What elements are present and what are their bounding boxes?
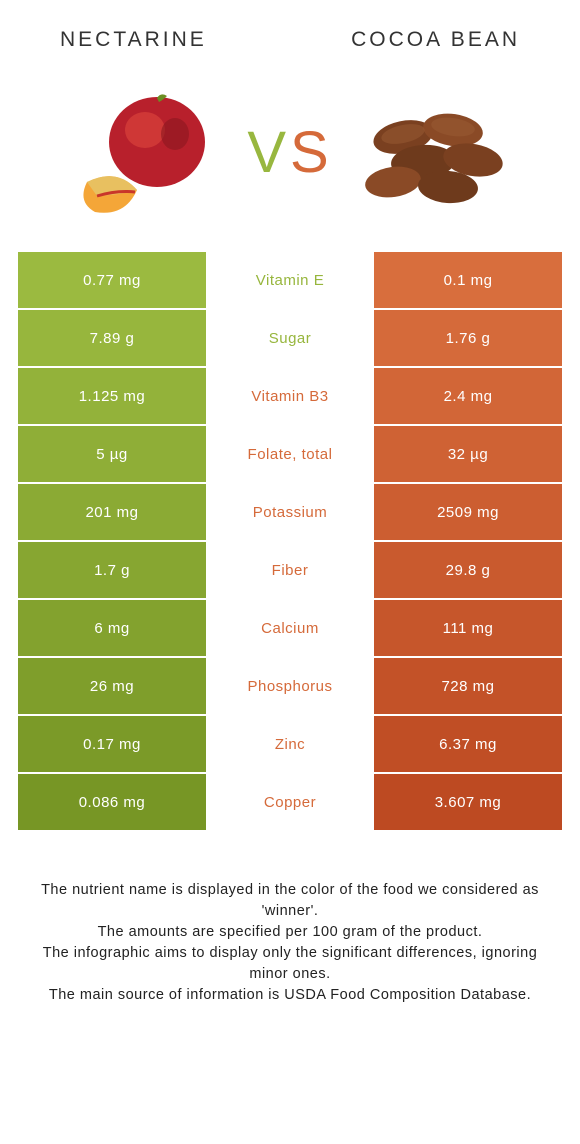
table-row: 5 µgFolate, total32 µg <box>18 426 562 482</box>
left-value: 0.77 mg <box>18 252 206 308</box>
footnotes: The nutrient name is displayed in the co… <box>0 832 580 1006</box>
nectarine-image <box>67 82 227 222</box>
left-value: 26 mg <box>18 658 206 714</box>
cocoa-bean-image <box>353 82 513 222</box>
vs-v: V <box>247 119 290 186</box>
right-value: 111 mg <box>374 600 562 656</box>
table-row: 1.7 gFiber29.8 g <box>18 542 562 598</box>
right-value: 29.8 g <box>374 542 562 598</box>
nutrient-label: Fiber <box>206 542 374 598</box>
right-value: 1.76 g <box>374 310 562 366</box>
table-row: 1.125 mgVitamin B32.4 mg <box>18 368 562 424</box>
table-row: 0.17 mgZinc6.37 mg <box>18 716 562 772</box>
left-value: 1.7 g <box>18 542 206 598</box>
right-value: 728 mg <box>374 658 562 714</box>
nutrient-label: Potassium <box>206 484 374 540</box>
left-value: 1.125 mg <box>18 368 206 424</box>
left-value: 201 mg <box>18 484 206 540</box>
nutrient-label: Vitamin E <box>206 252 374 308</box>
left-value: 6 mg <box>18 600 206 656</box>
nutrient-label: Zinc <box>206 716 374 772</box>
nutrient-label: Sugar <box>206 310 374 366</box>
nutrient-label: Folate, total <box>206 426 374 482</box>
table-row: 26 mgPhosphorus728 mg <box>18 658 562 714</box>
footnote-line: The nutrient name is displayed in the co… <box>36 880 544 922</box>
footnote-line: The main source of information is USDA F… <box>36 985 544 1006</box>
nutrient-label: Copper <box>206 774 374 830</box>
footnote-line: The amounts are specified per 100 gram o… <box>36 922 544 943</box>
footnote-line: The infographic aims to display only the… <box>36 943 544 985</box>
table-row: 0.77 mgVitamin E0.1 mg <box>18 252 562 308</box>
nutrient-label: Calcium <box>206 600 374 656</box>
right-value: 2509 mg <box>374 484 562 540</box>
right-value: 6.37 mg <box>374 716 562 772</box>
left-value: 5 µg <box>18 426 206 482</box>
left-value: 0.17 mg <box>18 716 206 772</box>
table-row: 201 mgPotassium2509 mg <box>18 484 562 540</box>
hero: VS <box>0 52 580 252</box>
nutrient-label: Vitamin B3 <box>206 368 374 424</box>
vs-s: S <box>290 119 333 186</box>
left-value: 7.89 g <box>18 310 206 366</box>
right-value: 2.4 mg <box>374 368 562 424</box>
header: NECTARINE COCOA BEAN <box>0 0 580 52</box>
nutrient-table: 0.77 mgVitamin E0.1 mg7.89 gSugar1.76 g1… <box>0 252 580 830</box>
left-value: 0.086 mg <box>18 774 206 830</box>
table-row: 0.086 mgCopper3.607 mg <box>18 774 562 830</box>
nutrient-label: Phosphorus <box>206 658 374 714</box>
left-food-title: NECTARINE <box>60 28 207 52</box>
right-value: 0.1 mg <box>374 252 562 308</box>
right-food-title: COCOA BEAN <box>351 28 520 52</box>
table-row: 6 mgCalcium111 mg <box>18 600 562 656</box>
vs-label: VS <box>247 119 332 186</box>
right-value: 3.607 mg <box>374 774 562 830</box>
right-value: 32 µg <box>374 426 562 482</box>
table-row: 7.89 gSugar1.76 g <box>18 310 562 366</box>
